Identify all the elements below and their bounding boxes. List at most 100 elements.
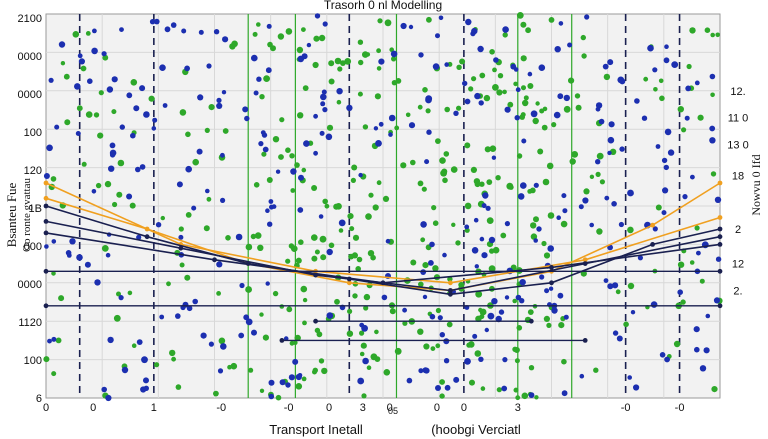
scatter-point (488, 236, 496, 244)
scatter-point (91, 189, 97, 194)
scatter-point (475, 315, 482, 322)
x-tick-label: -0 (675, 402, 685, 414)
y-tick-label: 2100 (18, 13, 42, 25)
scatter-point (362, 357, 369, 365)
scatter-point (363, 305, 369, 311)
scatter-point (394, 347, 402, 355)
scatter-point (517, 193, 525, 200)
scatter-point (711, 386, 718, 393)
scatter-point (456, 105, 462, 111)
scatter-point (544, 288, 550, 294)
scatter-point (709, 125, 716, 132)
scatter-point (352, 234, 360, 241)
scatter-point (133, 105, 140, 112)
scatter-point (589, 174, 595, 179)
scatter-point (313, 113, 318, 119)
scatter-point (507, 101, 514, 108)
scatter-point (607, 150, 612, 156)
scatter-point (51, 271, 56, 276)
scatter-point (320, 254, 327, 261)
scatter-point (130, 132, 136, 139)
scatter-point (336, 88, 343, 95)
scatter-point (443, 151, 450, 157)
scatter-point (521, 392, 529, 400)
scatter-point (297, 55, 305, 63)
scatter-point (481, 252, 488, 259)
scatter-point (374, 356, 381, 362)
scatter-point (266, 23, 272, 29)
scatter-point (377, 18, 383, 24)
right-axis-label: Nowvu 0 Ifd (749, 154, 763, 215)
scatter-point (290, 188, 296, 193)
scatter-point (557, 93, 564, 100)
scatter-point (285, 147, 291, 153)
scatter-point (661, 210, 667, 216)
scatter-point (534, 395, 539, 400)
scatter-point (528, 365, 535, 371)
scatter-point (363, 293, 371, 301)
scatter-point (655, 204, 662, 211)
scatter-point (551, 307, 558, 314)
scatter-point (569, 158, 576, 165)
scatter-point (619, 146, 625, 152)
scatter-point (92, 28, 97, 34)
scatter-point (78, 58, 85, 65)
scatter-point (589, 222, 594, 228)
trend-marker (448, 280, 453, 286)
scatter-point (121, 366, 129, 374)
scatter-point (522, 99, 529, 107)
scatter-point (69, 238, 76, 245)
scatter-point (185, 165, 192, 173)
scatter-point (595, 106, 601, 112)
scatter-point (697, 114, 704, 121)
trend-marker (717, 215, 723, 220)
scatter-point (126, 92, 133, 99)
scatter-point (185, 131, 191, 138)
scatter-point (139, 164, 146, 170)
scatter-point (478, 307, 483, 313)
scatter-point (422, 367, 429, 374)
scatter-point (615, 289, 621, 295)
scatter-point (257, 244, 264, 251)
scatter-point (512, 298, 517, 304)
scatter-point (520, 182, 527, 189)
scatter-point (74, 83, 81, 90)
scatter-point (410, 259, 417, 266)
scatter-point (513, 387, 519, 393)
scatter-point (116, 191, 123, 198)
scatter-point (159, 64, 166, 71)
scatter-point (686, 63, 692, 70)
scatter-point (429, 313, 436, 320)
scatter-point (325, 133, 333, 141)
y-tick-label: 000 (24, 241, 42, 253)
scatter-point (58, 295, 65, 302)
scatter-point (664, 356, 670, 363)
scatter-point (421, 186, 427, 192)
scatter-point (485, 205, 491, 211)
scatter-point (98, 90, 104, 96)
x-tick-label: -0 (621, 402, 631, 414)
scatter-point (312, 367, 318, 373)
y-tick-label: 6 (36, 393, 42, 405)
trend-marker (448, 291, 453, 297)
scatter-point (318, 214, 324, 219)
scatter-point (374, 329, 379, 335)
scatter-point (694, 346, 700, 353)
scatter-point (85, 31, 91, 36)
scatter-point (481, 203, 487, 209)
scatter-point (306, 42, 312, 48)
scatter-point (528, 392, 535, 398)
scatter-point (451, 222, 456, 227)
scatter-point (383, 369, 391, 376)
scatter-point (400, 162, 407, 169)
scatter-point (54, 124, 60, 130)
scatter-point (143, 377, 149, 384)
right-tick-label: 18 (732, 170, 744, 182)
scatter-point (520, 112, 526, 118)
scatter-point (618, 221, 625, 228)
scatter-point (319, 130, 325, 136)
scatter-point (479, 72, 486, 79)
scatter-point (619, 78, 626, 85)
scatter-point (272, 290, 279, 297)
scatter-point (129, 202, 136, 209)
